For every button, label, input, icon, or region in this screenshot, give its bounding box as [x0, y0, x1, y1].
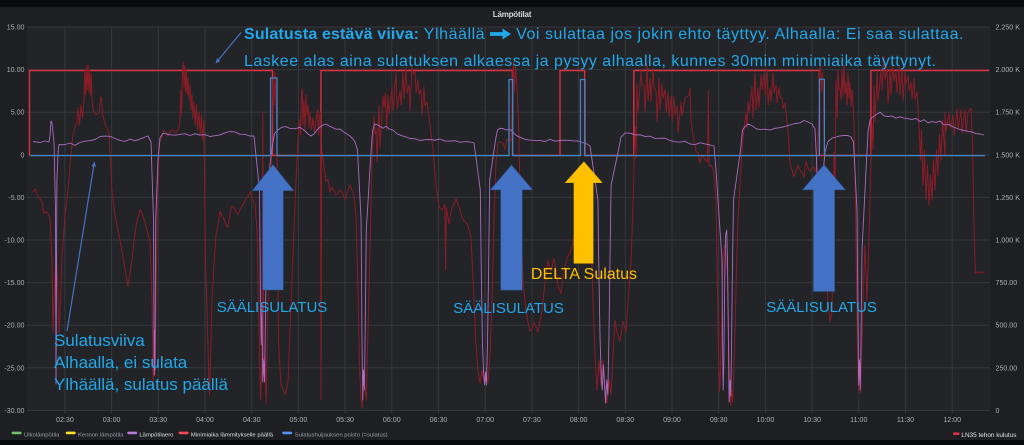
svg-text:Kennon lämpötila: Kennon lämpötila — [78, 432, 124, 438]
svg-text:0: 0 — [21, 151, 25, 159]
svg-text:08:30: 08:30 — [616, 416, 634, 424]
svg-text:04:30: 04:30 — [243, 416, 261, 424]
svg-text:Ulkolämpötila: Ulkolämpötila — [24, 432, 60, 438]
svg-text:250.00: 250.00 — [996, 364, 1018, 372]
svg-text:10:00: 10:00 — [757, 416, 775, 424]
svg-text:-5.00: -5.00 — [8, 194, 24, 202]
svg-text:05:30: 05:30 — [336, 416, 354, 424]
svg-text:06:00: 06:00 — [383, 416, 401, 424]
svg-text:1.000 K: 1.000 K — [996, 237, 1021, 245]
svg-text:-20.00: -20.00 — [4, 322, 24, 330]
svg-text:1.250 K: 1.250 K — [996, 194, 1021, 202]
svg-text:Sulatushuijauksen poisto (=sul: Sulatushuijauksen poisto (=sulatus) — [295, 432, 388, 438]
svg-text:-15.00: -15.00 — [4, 279, 24, 287]
svg-text:1.500 K: 1.500 K — [996, 151, 1021, 159]
svg-text:-30.00: -30.00 — [4, 407, 24, 415]
svg-text:5.00: 5.00 — [11, 109, 25, 117]
svg-text:03:30: 03:30 — [149, 416, 167, 424]
svg-text:-10.00: -10.00 — [4, 237, 24, 245]
svg-text:750.00: 750.00 — [996, 279, 1018, 287]
svg-text:10:30: 10:30 — [803, 416, 821, 424]
svg-text:03:00: 03:00 — [103, 416, 121, 424]
svg-text:15.00: 15.00 — [7, 24, 25, 32]
svg-text:Lämpötilaero: Lämpötilaero — [139, 432, 174, 438]
svg-text:09:00: 09:00 — [663, 416, 681, 424]
svg-text:07:30: 07:30 — [523, 416, 541, 424]
svg-text:02:30: 02:30 — [56, 416, 74, 424]
svg-text:Minimiaika lämmitykselle pääll: Minimiaika lämmitykselle päällä — [191, 432, 274, 438]
svg-text:1.750 K: 1.750 K — [996, 109, 1021, 117]
svg-text:2.000 K: 2.000 K — [996, 66, 1021, 74]
svg-text:LN35 tehon kulutus: LN35 tehon kulutus — [961, 432, 1016, 439]
svg-text:08:00: 08:00 — [570, 416, 588, 424]
svg-text:500.00: 500.00 — [996, 322, 1018, 330]
svg-text:09:30: 09:30 — [710, 416, 728, 424]
svg-text:11:00: 11:00 — [850, 416, 867, 424]
svg-text:11:30: 11:30 — [897, 416, 914, 424]
svg-text:0: 0 — [996, 407, 1000, 415]
svg-text:04:00: 04:00 — [196, 416, 214, 424]
svg-text:12:00: 12:00 — [943, 416, 961, 424]
svg-text:06:30: 06:30 — [430, 416, 448, 424]
svg-text:10.00: 10.00 — [7, 66, 25, 74]
svg-text:07:00: 07:00 — [476, 416, 494, 424]
svg-text:05:00: 05:00 — [290, 416, 308, 424]
svg-text:2.250 K: 2.250 K — [996, 24, 1021, 32]
svg-text:-25.00: -25.00 — [4, 364, 24, 372]
